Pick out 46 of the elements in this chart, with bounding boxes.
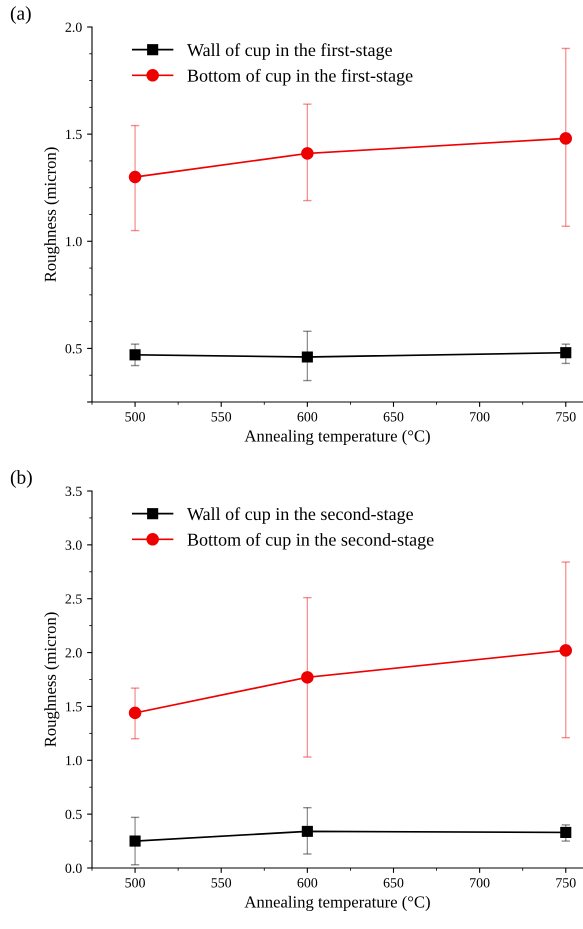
y-tick-label: 3.0 xyxy=(66,540,82,550)
x-tick-label: 550 xyxy=(212,412,232,422)
point xyxy=(560,132,572,145)
y-axis-title: Roughness (micron) xyxy=(44,612,60,747)
point xyxy=(301,671,314,684)
point xyxy=(302,826,313,837)
point xyxy=(130,349,141,360)
point xyxy=(128,706,142,720)
x-tick-label: 650 xyxy=(384,878,404,888)
y-tick-label: 3.5 xyxy=(66,486,82,496)
x-tick-label: 550 xyxy=(212,878,232,888)
x-tick-label: 700 xyxy=(470,412,490,422)
x-tick-label: 500 xyxy=(125,878,145,888)
y-tick-label: 2.0 xyxy=(66,648,82,658)
y-tick-label: 0.5 xyxy=(65,810,82,820)
legend-label: Wall of cup in the second-stage xyxy=(186,507,414,524)
point xyxy=(560,347,572,358)
y-tick-label: 2.0 xyxy=(66,22,82,32)
y-tick-label: 1.5 xyxy=(66,130,82,140)
y-tick-label: 1.0 xyxy=(66,236,82,246)
x-tick-label: 750 xyxy=(556,412,576,422)
chart-title: (b) xyxy=(10,470,32,488)
y-axis-title: Roughness (micron) xyxy=(44,147,60,282)
point xyxy=(128,170,142,184)
point xyxy=(130,836,141,847)
x-tick-label: 600 xyxy=(298,412,318,422)
y-tick-label: 1.0 xyxy=(66,756,82,766)
y-tick-label: 1.5 xyxy=(66,702,82,712)
x-axis-title: Annealing temperature (°C) xyxy=(244,896,430,912)
point xyxy=(560,826,572,838)
legend-label: Bottom of cup in the first-stage xyxy=(187,68,412,86)
legend-label: Wall of cup in the first-stage xyxy=(186,43,392,60)
point xyxy=(302,351,313,363)
x-tick-label: 500 xyxy=(125,412,145,422)
y-tick-label: 0.0 xyxy=(65,864,82,874)
y-tick-label: 0.5 xyxy=(65,344,82,354)
point xyxy=(560,644,572,657)
x-axis-title: Annealing temperature (°C) xyxy=(244,430,430,446)
legend-label: Bottom of cup in the second-stage xyxy=(187,532,434,550)
y-tick-label: 2.5 xyxy=(66,594,82,604)
x-tick-label: 650 xyxy=(384,412,404,422)
x-tick-label: 750 xyxy=(556,878,576,888)
point xyxy=(301,147,314,160)
chart-title: (a) xyxy=(10,6,31,24)
x-tick-label: 600 xyxy=(298,878,318,888)
x-tick-label: 700 xyxy=(470,878,490,888)
